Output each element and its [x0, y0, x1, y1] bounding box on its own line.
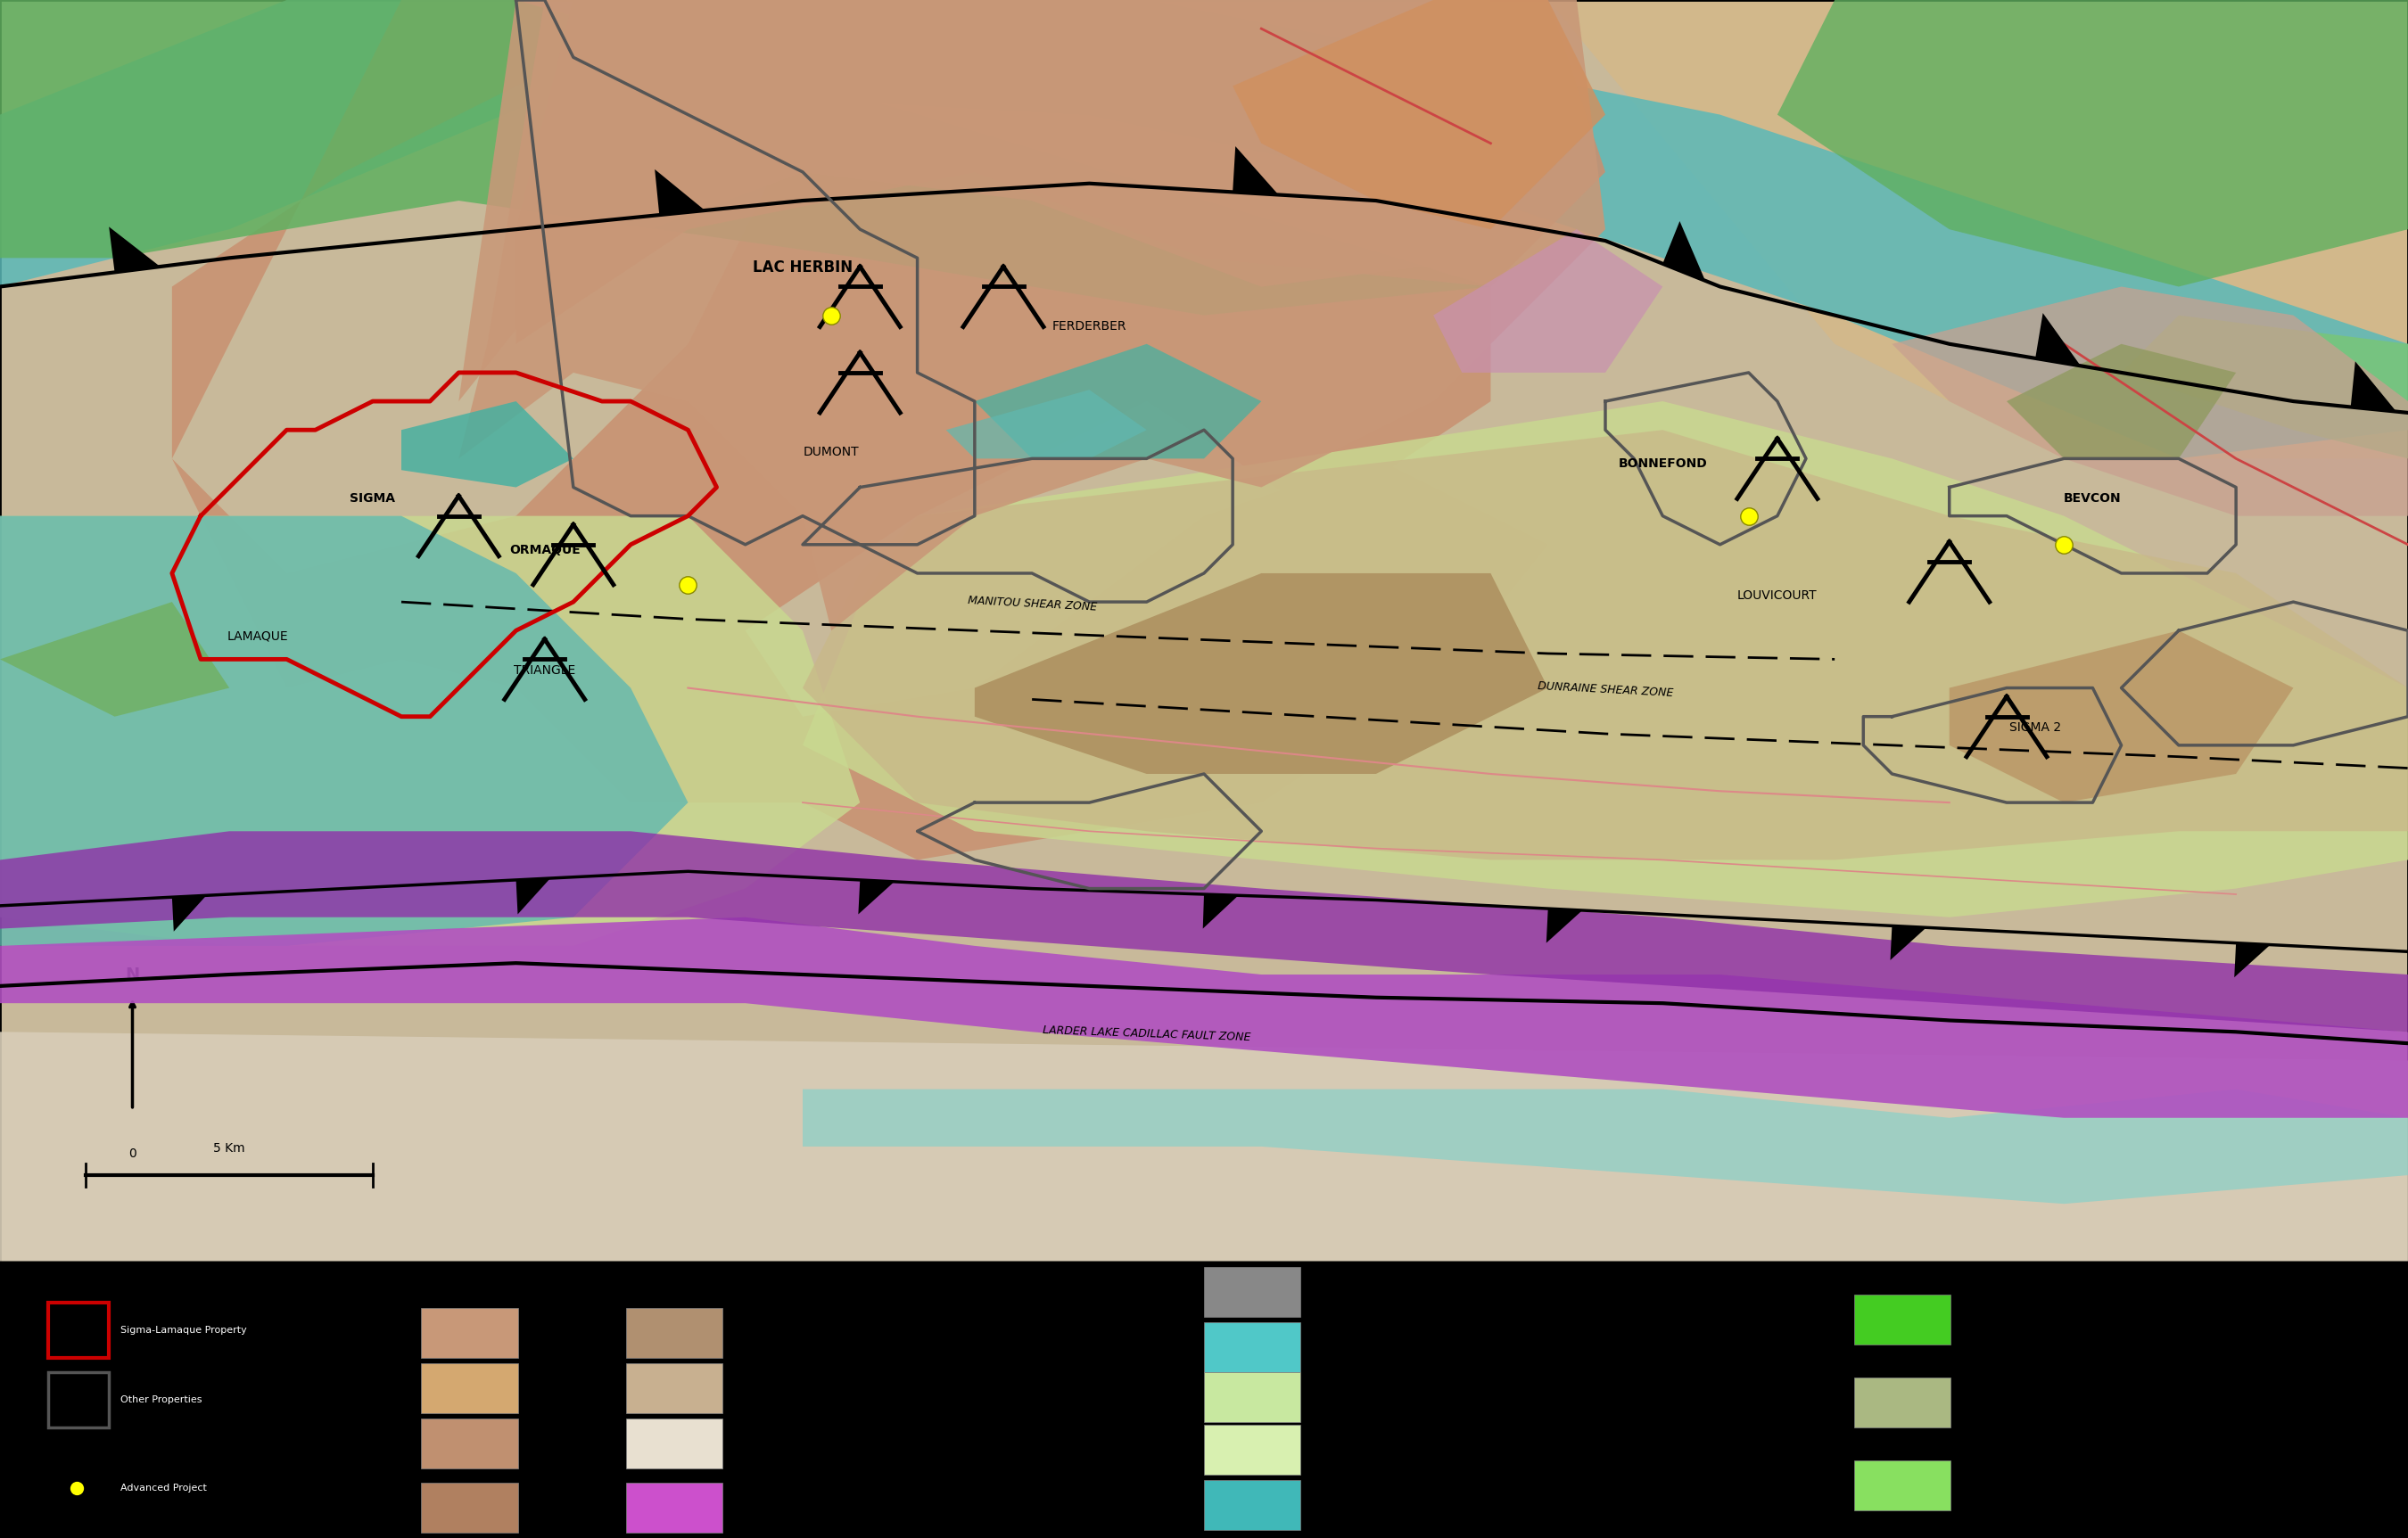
Polygon shape: [802, 1089, 2408, 1204]
Text: DUMONT: DUMONT: [804, 446, 860, 458]
Polygon shape: [0, 601, 229, 717]
Polygon shape: [0, 831, 2408, 1032]
FancyBboxPatch shape: [421, 1483, 518, 1532]
FancyBboxPatch shape: [1854, 1378, 1950, 1427]
Polygon shape: [458, 0, 1491, 401]
Polygon shape: [458, 0, 1606, 631]
Polygon shape: [0, 0, 1491, 315]
Polygon shape: [857, 880, 893, 914]
Text: 5 Km: 5 Km: [214, 1143, 246, 1155]
Polygon shape: [2350, 361, 2396, 412]
FancyBboxPatch shape: [1204, 1372, 1300, 1421]
Polygon shape: [655, 169, 706, 215]
Polygon shape: [1548, 0, 2408, 458]
FancyBboxPatch shape: [1204, 1480, 1300, 1530]
Text: BONNEFOND: BONNEFOND: [1618, 458, 1707, 471]
FancyBboxPatch shape: [421, 1364, 518, 1413]
Polygon shape: [2035, 314, 2081, 366]
Polygon shape: [1662, 221, 1705, 281]
FancyBboxPatch shape: [626, 1309, 722, 1358]
Polygon shape: [975, 345, 1262, 458]
Text: LAC HERBIN: LAC HERBIN: [754, 258, 852, 275]
Text: BEVCON: BEVCON: [2064, 492, 2121, 504]
Polygon shape: [1204, 894, 1238, 929]
Polygon shape: [975, 574, 1548, 774]
Polygon shape: [108, 226, 161, 272]
Polygon shape: [171, 895, 207, 932]
Polygon shape: [1546, 909, 1582, 943]
Polygon shape: [1233, 0, 1606, 229]
FancyBboxPatch shape: [1854, 1461, 1950, 1510]
FancyBboxPatch shape: [421, 1309, 518, 1358]
Text: Advanced Project: Advanced Project: [120, 1484, 207, 1492]
Text: ORMAQUE: ORMAQUE: [508, 543, 580, 557]
Text: SIGMA 2: SIGMA 2: [2008, 721, 2061, 734]
Polygon shape: [1890, 926, 1926, 960]
FancyBboxPatch shape: [1854, 1295, 1950, 1344]
Polygon shape: [1950, 631, 2292, 803]
Text: 0: 0: [128, 1147, 137, 1160]
Text: DUNRAINE SHEAR ZONE: DUNRAINE SHEAR ZONE: [1536, 681, 1674, 700]
Polygon shape: [0, 1032, 2408, 1261]
Polygon shape: [0, 0, 2408, 458]
Polygon shape: [2235, 943, 2271, 977]
FancyBboxPatch shape: [626, 1420, 722, 1469]
Text: LARDER LAKE CADILLAC FAULT ZONE: LARDER LAKE CADILLAC FAULT ZONE: [1043, 1024, 1250, 1043]
Text: MANITOU SHEAR ZONE: MANITOU SHEAR ZONE: [968, 595, 1098, 614]
Polygon shape: [2006, 345, 2237, 458]
Polygon shape: [802, 431, 2408, 860]
FancyBboxPatch shape: [421, 1420, 518, 1469]
Polygon shape: [515, 0, 1606, 345]
Polygon shape: [171, 0, 1548, 860]
Polygon shape: [802, 401, 2408, 917]
Polygon shape: [946, 389, 1146, 458]
Text: SIGMA: SIGMA: [349, 492, 395, 504]
FancyBboxPatch shape: [626, 1364, 722, 1413]
Polygon shape: [1233, 146, 1279, 195]
Text: N: N: [125, 967, 140, 984]
Text: TRIANGLE: TRIANGLE: [513, 664, 576, 677]
Polygon shape: [402, 401, 573, 488]
Polygon shape: [0, 515, 860, 946]
Text: Other Properties: Other Properties: [120, 1395, 202, 1404]
Polygon shape: [515, 878, 551, 914]
Polygon shape: [0, 917, 2408, 1118]
FancyBboxPatch shape: [1204, 1267, 1300, 1317]
Polygon shape: [0, 515, 689, 946]
Text: FERDERBER: FERDERBER: [1052, 320, 1127, 332]
Polygon shape: [1893, 286, 2408, 515]
Text: LAMAQUE: LAMAQUE: [226, 629, 289, 641]
FancyBboxPatch shape: [1204, 1424, 1300, 1475]
Text: Sigma-Lamaque Property: Sigma-Lamaque Property: [120, 1326, 246, 1335]
Polygon shape: [1433, 229, 1662, 372]
Polygon shape: [1777, 0, 2408, 286]
FancyBboxPatch shape: [626, 1483, 722, 1532]
Polygon shape: [2121, 315, 2408, 458]
FancyBboxPatch shape: [1204, 1323, 1300, 1372]
Text: LOUVICOURT: LOUVICOURT: [1736, 589, 1818, 601]
